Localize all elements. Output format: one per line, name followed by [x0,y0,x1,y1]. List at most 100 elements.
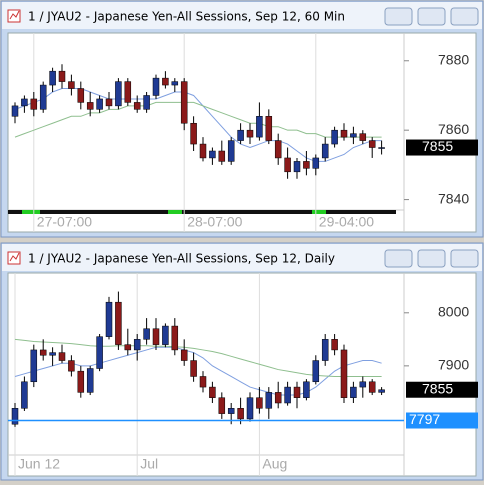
last-price-label-bg [406,139,478,156]
session-marker [168,210,182,214]
close-button[interactable] [450,7,479,26]
last-price-label-bg [406,381,478,398]
hline-label-bg [406,412,478,429]
candle-body [340,129,348,138]
candle-body [227,140,235,162]
candle-body [171,325,179,351]
candle-body [284,386,291,404]
y-tick-label: 7880 [438,51,469,67]
candle-body [274,392,282,404]
candle-body [39,84,47,110]
hline-label: 7797 [409,411,440,427]
candle-body [274,140,282,159]
candle-body [256,116,263,138]
candle-body [246,397,254,420]
candle-body [368,381,376,393]
candle-body [21,381,28,409]
candle-body [293,386,301,398]
x-tick-label: 28-07:00 [187,214,242,230]
candle-body [58,352,66,361]
moving-average [14,346,382,396]
candle-body [96,98,103,110]
candle-body [58,70,66,82]
x-tick-label: Aug [262,456,287,472]
candle-body [115,81,122,107]
candle-body [11,408,19,425]
candle-body [162,325,169,345]
candle-body [227,408,235,414]
session-marker [312,210,326,214]
x-tick-label: 27-07:00 [37,214,92,230]
candle-body [293,161,301,173]
candle-body [143,95,150,110]
candle-body [350,386,357,398]
candle-body [331,129,338,145]
candle-body [143,328,150,340]
candle-body [86,102,94,110]
candle-body [321,143,329,159]
candle-body [133,339,141,351]
last-price-label: 7855 [422,380,453,396]
candle-body [218,397,226,414]
candle-body [68,81,75,89]
candle-body [199,143,207,159]
candle-body [340,349,348,398]
moving-average [14,88,382,162]
x-tick-label: Jul [140,456,158,472]
candle-body [359,381,367,388]
candle-body [209,386,216,398]
candle-body [378,147,385,149]
chart-area [7,272,477,477]
candle-body [124,81,132,103]
x-tick-label: Jun 12 [18,456,60,472]
candle-body [331,339,338,351]
window-icon-mark [9,252,20,262]
window-title: 1 / JYAU2 - Japanese Yen-All Sessions, S… [28,252,335,266]
candle-body [86,368,94,393]
candle-body [39,349,47,356]
window-icon [7,9,21,23]
candle-body [237,408,244,420]
candle-body [303,161,310,169]
candle-body [378,389,385,393]
minimize-button[interactable] [384,7,413,26]
candle-body [312,360,320,383]
candle-body [152,328,160,345]
candle-body [11,105,19,117]
candle-body [49,70,56,86]
window-icon-mark [9,10,20,20]
candle-body [359,133,367,141]
candle-body [68,360,75,372]
candle-body [321,339,329,361]
candle-body [265,116,273,141]
candle-body [237,129,244,141]
candle-body [303,381,310,398]
candle-body [77,88,85,103]
candle-body [105,301,113,337]
candle-body [30,349,38,383]
candle-body [171,81,179,86]
maximize-button[interactable] [417,249,446,268]
candle-body [190,360,197,377]
candle-body [265,392,273,409]
close-button[interactable] [450,249,479,268]
candle-body [199,376,207,388]
candle-body [133,102,141,110]
window-icon [7,251,21,265]
candle-body [246,129,254,138]
minimize-button[interactable] [384,249,413,268]
candle-body [209,150,216,159]
maximize-button[interactable] [417,7,446,26]
candle-body [105,98,113,107]
y-tick-label: 8000 [438,303,469,319]
last-price-label: 7855 [422,138,453,154]
candle-body [312,157,320,169]
candle-body [162,77,169,86]
candle-body [256,397,263,409]
candle-body [368,140,376,148]
x-tick-label: 29-04:00 [319,214,374,230]
candle-body [49,352,56,356]
window-title: 1 / JYAU2 - Japanese Yen-All Sessions, S… [28,10,345,24]
y-tick-label: 7860 [438,121,469,137]
